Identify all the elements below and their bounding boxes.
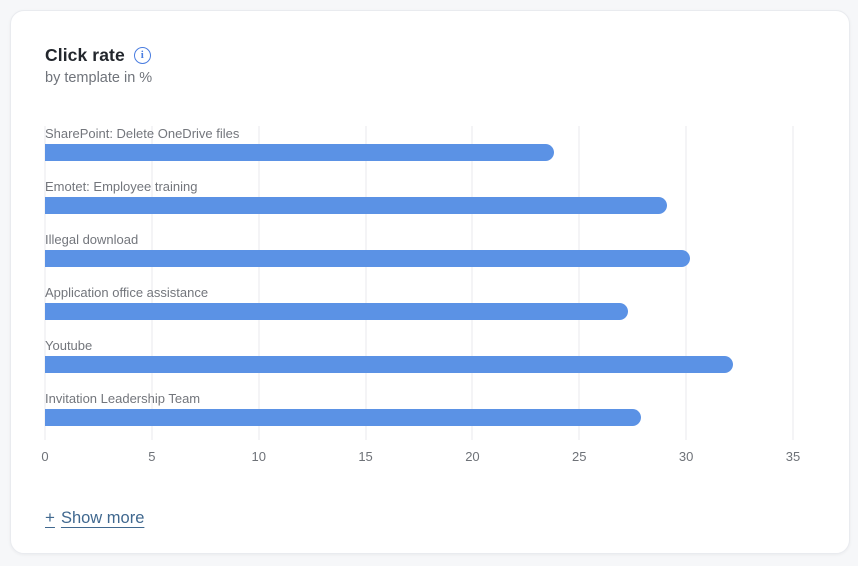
gridline (792, 126, 794, 440)
x-axis-tick-label: 5 (148, 449, 156, 464)
click-rate-card: Click rate i by template in % SharePoint… (10, 10, 850, 554)
bar-row: Youtube (45, 338, 793, 373)
card-subtitle: by template in % (45, 70, 153, 86)
bar-label: Invitation Leadership Team (45, 391, 201, 406)
bar-chart-grid (44, 126, 794, 440)
plus-icon: + (45, 508, 55, 527)
show-more-link[interactable]: + Show more (45, 508, 144, 528)
x-axis-tick-label: 15 (358, 449, 373, 464)
gridline (44, 126, 46, 440)
bar[interactable] (45, 303, 629, 320)
card-header: Click rate i (45, 45, 815, 66)
bar[interactable] (45, 409, 642, 426)
gridline (685, 126, 687, 440)
bar-row: SharePoint: Delete OneDrive files (45, 126, 793, 161)
x-axis-tick-label: 10 (251, 449, 266, 464)
show-more-label: Show more (60, 509, 145, 527)
bar-row: Emotet: Employee training (45, 179, 793, 214)
bar-chart-plot: SharePoint: Delete OneDrive files Emotet:… (44, 126, 794, 440)
bar-row: Application office assistance (45, 285, 793, 320)
info-icon[interactable]: i (133, 47, 151, 64)
gridline (151, 126, 153, 440)
bar[interactable] (45, 197, 667, 214)
bar-row: Invitation Leadership Team (45, 391, 793, 426)
gridline (258, 126, 260, 440)
gridline (365, 126, 367, 440)
bar-label: Illegal download (45, 232, 139, 247)
card-title: Click rate (45, 45, 125, 65)
bar[interactable] (45, 144, 554, 161)
bar-row: Illegal download (45, 232, 793, 267)
gridline (578, 126, 580, 440)
gridline (471, 126, 473, 440)
bar[interactable] (45, 250, 691, 267)
bar-label: Application office assistance (45, 285, 209, 300)
bar-label: Emotet: Employee training (45, 179, 198, 194)
x-axis-tick-label: 20 (465, 449, 480, 464)
x-axis-tick-label: 30 (678, 449, 694, 464)
bar-chart: SharePoint: Delete OneDrive files Emotet:… (41, 126, 800, 466)
bar-label: SharePoint: Delete OneDrive files (45, 126, 240, 141)
x-axis-tick-label: 35 (785, 449, 801, 464)
bar-label: Youtube (45, 338, 93, 353)
x-axis-tick-label: 25 (572, 449, 587, 464)
x-axis: 0 5 10 15 20 25 30 35 (41, 446, 800, 466)
x-axis-tick-label: 0 (41, 449, 49, 464)
bar[interactable] (45, 356, 734, 373)
